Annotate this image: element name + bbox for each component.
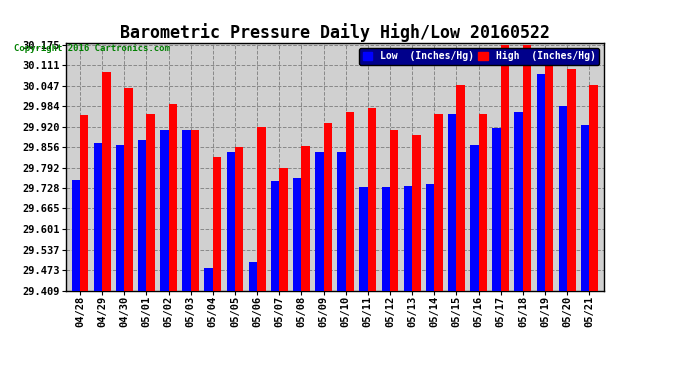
Bar [138, 140, 146, 291]
Bar [315, 152, 324, 291]
Bar [390, 130, 398, 291]
Bar [248, 262, 257, 291]
Bar [271, 181, 279, 291]
Bar [589, 86, 598, 291]
Bar [116, 145, 124, 291]
Bar [168, 104, 177, 291]
Bar [434, 114, 443, 291]
Text: Copyright 2016 Cartronics.com: Copyright 2016 Cartronics.com [14, 44, 170, 52]
Bar [545, 50, 553, 291]
Bar [182, 130, 190, 291]
Bar [94, 143, 102, 291]
Bar [457, 86, 465, 291]
Bar [404, 186, 412, 291]
Bar [124, 88, 132, 291]
Bar [72, 180, 80, 291]
Bar [337, 152, 346, 291]
Bar [257, 127, 266, 291]
Bar [448, 114, 457, 291]
Bar [235, 147, 244, 291]
Bar [537, 74, 545, 291]
Bar [302, 147, 310, 291]
Bar [160, 130, 168, 291]
Bar [293, 178, 302, 291]
Bar [204, 268, 213, 291]
Bar [279, 168, 288, 291]
Bar [368, 108, 376, 291]
Bar [470, 145, 479, 291]
Bar [581, 125, 589, 291]
Bar [213, 157, 221, 291]
Bar [102, 72, 110, 291]
Bar [493, 128, 501, 291]
Title: Barometric Pressure Daily High/Low 20160522: Barometric Pressure Daily High/Low 20160… [119, 22, 550, 42]
Bar [359, 187, 368, 291]
Bar [479, 114, 487, 291]
Bar [567, 69, 575, 291]
Bar [501, 45, 509, 291]
Bar [324, 123, 332, 291]
Bar [559, 106, 567, 291]
Bar [515, 112, 523, 291]
Bar [382, 187, 390, 291]
Bar [226, 152, 235, 291]
Bar [412, 135, 421, 291]
Bar [80, 116, 88, 291]
Bar [426, 184, 434, 291]
Bar [146, 114, 155, 291]
Bar [190, 130, 199, 291]
Bar [346, 112, 354, 291]
Legend: Low  (Inches/Hg), High  (Inches/Hg): Low (Inches/Hg), High (Inches/Hg) [359, 48, 599, 65]
Bar [523, 45, 531, 291]
